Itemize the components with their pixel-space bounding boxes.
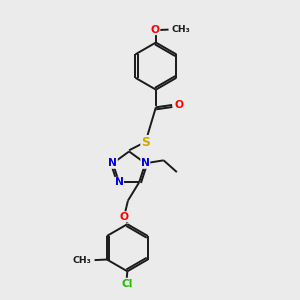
Text: CH₃: CH₃ xyxy=(172,25,190,34)
Text: Cl: Cl xyxy=(121,279,133,289)
Text: O: O xyxy=(174,100,183,110)
Text: CH₃: CH₃ xyxy=(73,256,92,265)
Text: N: N xyxy=(115,177,124,188)
Text: N: N xyxy=(108,158,117,168)
Text: O: O xyxy=(151,25,160,34)
Text: O: O xyxy=(120,212,129,222)
Text: N: N xyxy=(141,158,150,168)
Text: S: S xyxy=(141,136,150,148)
